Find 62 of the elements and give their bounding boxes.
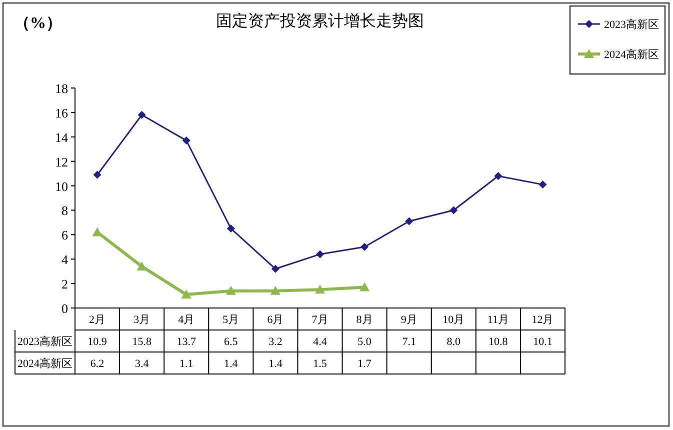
x-tick-label: 3月 <box>134 314 150 326</box>
x-tick-label: 2月 <box>89 314 106 326</box>
legend-label: 2023高新区 <box>604 18 659 31</box>
data-label: 15.8 <box>132 336 152 348</box>
point <box>405 217 414 226</box>
point <box>138 110 146 119</box>
data-label: 3.2 <box>268 336 282 348</box>
data-label: 10.9 <box>88 336 108 348</box>
point <box>538 180 547 189</box>
data-label: 10.8 <box>488 336 508 348</box>
x-tick-label: 4月 <box>178 314 195 326</box>
y-tick-label: 0 <box>62 301 68 316</box>
point <box>494 172 502 180</box>
y-tick-label: 6 <box>62 228 68 243</box>
y-tick-label: 2 <box>62 276 68 292</box>
text: 2023高新区 <box>18 336 72 348</box>
point <box>226 224 235 233</box>
x-tick-label: 6月 <box>267 314 284 326</box>
data-label: 3.4 <box>134 358 150 370</box>
y-tick-label: 4 <box>62 252 68 268</box>
point <box>315 284 325 294</box>
data-label: 13.7 <box>176 336 196 348</box>
data-label: 1.7 <box>358 358 372 370</box>
y-tick-label: 16 <box>55 105 68 120</box>
y-tick-label: 14 <box>55 130 68 145</box>
y-tick-label: 18 <box>55 81 68 96</box>
x-tick-label: 7月 <box>312 314 328 326</box>
x-tick-label: 8月 <box>356 314 373 326</box>
y-tick-label: 8 <box>62 203 68 218</box>
x-tick-label: 11月 <box>487 314 509 326</box>
text: 2024高新区 <box>18 358 72 370</box>
point <box>93 170 102 179</box>
point <box>271 264 280 273</box>
x-tick-label: 5月 <box>222 314 240 326</box>
point <box>360 242 369 251</box>
point <box>316 250 324 258</box>
point <box>270 286 280 295</box>
point <box>181 290 192 299</box>
y-tick-label: 10 <box>55 178 68 194</box>
point <box>360 282 370 292</box>
data-label: 6.2 <box>90 358 104 370</box>
point <box>450 206 458 214</box>
data-label: 1.1 <box>179 358 194 370</box>
y-axis-title: （%） <box>14 15 62 32</box>
data-label: 4.4 <box>313 336 328 348</box>
point <box>182 136 190 145</box>
data-label: 10.1 <box>533 336 552 348</box>
data-label: 5.0 <box>358 336 372 348</box>
data-label: 1.5 <box>313 358 328 370</box>
data-label: 8.0 <box>446 336 462 348</box>
chart-title: 固定资产投资累计增长走势图 <box>216 12 424 30</box>
data-label: 1.4 <box>224 358 238 370</box>
point <box>226 286 236 295</box>
x-tick-label: 10月 <box>442 314 465 326</box>
data-label: 6.5 <box>224 336 238 348</box>
legend-label: 2024高新区 <box>604 48 659 61</box>
data-label: 1.4 <box>268 358 283 370</box>
x-tick-label: 12月 <box>532 314 554 326</box>
y-tick-label: 12 <box>55 154 68 170</box>
data-label: 7.1 <box>402 336 416 348</box>
x-tick-label: 9月 <box>400 314 418 326</box>
point <box>136 261 147 270</box>
